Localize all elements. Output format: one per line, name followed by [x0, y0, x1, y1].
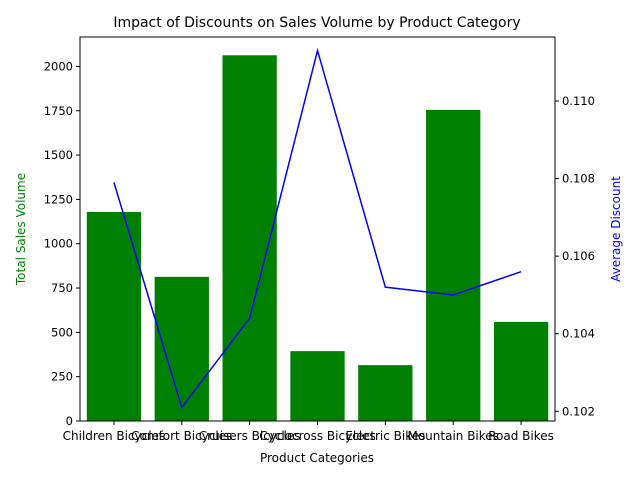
- y-tick-label: 1000: [44, 237, 73, 251]
- y2-tick-label: 0.110: [562, 94, 595, 108]
- discount-line: [113, 47, 522, 410]
- y-tick-label: 2000: [44, 59, 73, 73]
- bar: [426, 109, 481, 422]
- x-tick-label: Cruisers Bicycles: [199, 429, 301, 443]
- x-tick-label: Mountain Bikes: [407, 429, 498, 443]
- y-tick-label: 1750: [44, 104, 73, 118]
- y-tick-label: 1500: [44, 148, 73, 162]
- bar: [222, 55, 277, 422]
- x-axis-label: Product Categories: [260, 451, 374, 465]
- x-tick-label: Electric Bikes: [345, 429, 425, 443]
- y-tick-label: 500: [51, 325, 73, 339]
- x-tick-label: Road Bikes: [488, 429, 554, 443]
- bar: [358, 365, 413, 421]
- y-axis-label: Total Sales Volume: [14, 173, 28, 286]
- bar: [86, 211, 142, 421]
- y2-tick-label: 0.102: [562, 404, 595, 418]
- y-tick-label: 0: [66, 414, 73, 428]
- y-tick-label: 250: [51, 370, 73, 384]
- y2-axis-label: Average Discount: [609, 176, 623, 282]
- bar: [154, 276, 209, 421]
- y-tick-label: 1250: [44, 192, 73, 206]
- bar: [290, 351, 345, 421]
- y-tick-label: 750: [51, 281, 73, 295]
- y2-tick-label: 0.108: [562, 172, 595, 186]
- plot-area: 0 250 500 750 1000 1250 1500 1750 2000 0.102 0.104…: [44, 36, 595, 443]
- chart-title: Impact of Discounts on Sales Volume by P…: [113, 15, 520, 31]
- x-tick-label: Cyclocross Bicycles: [259, 429, 376, 443]
- x-tick-label: Children Bicycles: [63, 429, 166, 443]
- y2-tick-label: 0.106: [562, 249, 595, 263]
- y2-tick-label: 0.104: [562, 327, 595, 341]
- x-tick-label: Comfort Bicycles: [131, 429, 232, 443]
- bar: [493, 321, 549, 421]
